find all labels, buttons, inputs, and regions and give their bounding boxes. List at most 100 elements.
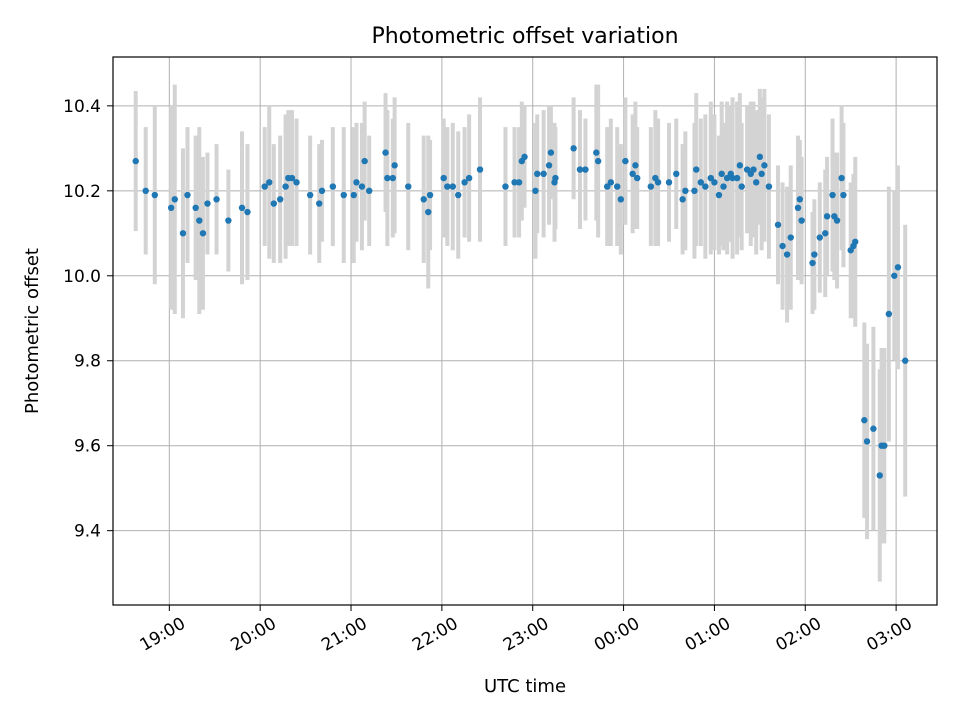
data-point [840,191,847,199]
data-point [306,191,314,199]
data-point [761,162,768,169]
data-point [738,183,745,190]
data-point [142,187,149,195]
data-point [691,187,698,195]
data-point [389,174,397,182]
data-point [405,183,412,190]
data-point [316,200,323,207]
data-point [679,196,686,203]
data-point [282,183,289,190]
data-point [682,187,689,195]
x-tick-label: 20:00 [227,614,279,656]
data-point [552,174,559,182]
data-point [353,179,360,186]
x-tick-label: 19:00 [137,614,189,656]
x-axis-ticks: 19:00 20:00 21:00 22:00 23:00 00:00 01:00 02:00… [137,605,916,656]
data-point [547,149,555,156]
data-point [179,230,187,237]
data-point [822,230,829,237]
data-point [607,179,615,186]
data-point [204,200,211,207]
data-point [838,174,845,182]
data-point [358,183,366,190]
data-point [736,162,744,169]
x-axis-label: UTC time [484,676,566,697]
data-point [829,191,836,199]
x-tick-label: 03:00 [863,614,915,656]
data-point [707,174,714,182]
y-tick-label: 9.6 [74,437,101,457]
data-point [876,472,883,479]
data-point [184,191,191,199]
data-point [894,264,902,271]
data-point [798,217,805,224]
data-point [213,196,220,203]
data-point [132,157,139,165]
data-point [633,174,641,182]
data-point [382,149,389,156]
data-point [196,217,203,224]
data-point [276,196,284,203]
data-point [811,251,818,258]
data-point [647,183,655,190]
data-point [617,196,625,203]
data-point [540,170,547,178]
y-axis-ticks: 9.4 9.6 9.8 10.0 10.2 10.4 [63,97,113,542]
data-point [502,183,509,190]
data-point [192,204,199,212]
data-point [440,174,447,182]
chart-title: Photometric offset variation [371,24,678,49]
data-point [902,357,909,364]
data-point [723,174,731,182]
y-tick-label: 10.4 [63,97,101,117]
plot-frame [112,56,938,606]
data-point [756,153,764,161]
data-point [238,204,246,212]
data-point [833,217,841,224]
data-point [318,187,326,195]
y-tick-label: 10.0 [63,267,101,287]
data-point [614,183,621,190]
data-point [720,183,727,190]
data-point [733,174,741,182]
data-point [665,179,673,186]
data-point [743,166,751,173]
x-tick-label: 02:00 [773,614,825,656]
data-point [783,251,791,258]
data-point [697,179,704,186]
data-point [545,162,553,169]
data-point [594,157,602,165]
data-point [365,187,373,195]
data-point [391,162,398,169]
data-point [673,170,680,178]
data-point [261,183,268,190]
data-point [361,157,368,165]
data-point [861,417,868,424]
data-point [718,170,725,178]
data-point [881,442,888,449]
data-point [715,191,723,199]
data-point [823,213,831,220]
y-tick-label: 9.4 [74,522,101,542]
data-point [885,310,893,318]
data-point [863,438,871,445]
data-point [809,259,816,267]
data-point [270,200,278,207]
data-point [816,234,824,241]
data-point [794,204,802,212]
data-point [455,191,462,199]
data-point [796,196,804,203]
data-point [476,166,484,173]
y-tick-label: 10.2 [63,182,101,202]
data-point [449,183,456,190]
data-point [750,166,757,173]
data-point [266,179,273,186]
x-tick-label: 22:00 [409,614,461,656]
data-point [340,191,347,199]
y-axis-label: Photometric offset [22,248,43,414]
data-point [384,174,391,182]
data-point [570,145,577,152]
data-point [515,179,523,186]
data-point [444,183,451,190]
